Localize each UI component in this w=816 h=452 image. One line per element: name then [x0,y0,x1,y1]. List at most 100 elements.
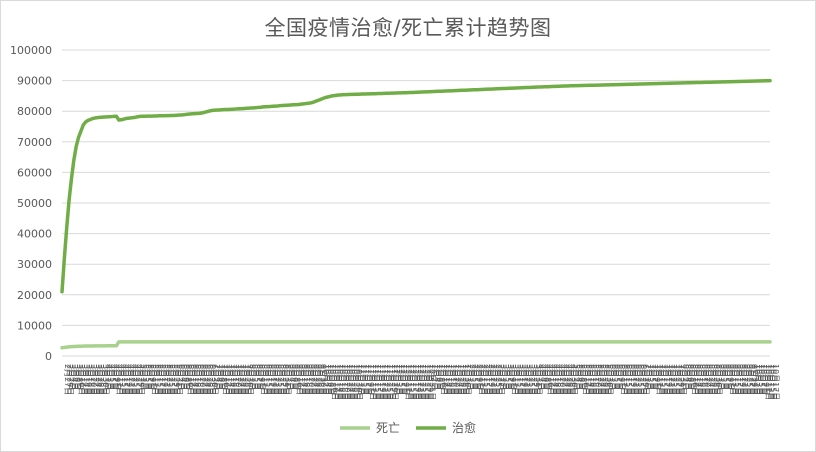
x-tick-label: 8月9日 [257,364,266,390]
x-tick-label: 3月2日 [68,364,77,390]
x-tick-label: 12月21日 [416,364,425,400]
x-tick-label: 9月17日 [735,364,744,395]
x-tick-label: 8月18日 [700,364,709,395]
x-tick-label: 6月22日 [200,364,209,395]
x-tick-label: 9月6日 [290,364,299,390]
x-tick-label: 10月10日 [331,364,340,400]
x-tick-label: 7月11日 [655,364,664,395]
x-tick-label: 9月11日 [728,364,737,395]
x-tick-label: 7月24日 [238,364,247,395]
x-tick-label: 2月29日 [65,364,74,395]
x-tick-label: 4月29日 [136,364,145,395]
x-tick-label: 10月24日 [347,364,356,400]
x-tick-label: 8月12日 [693,364,702,395]
x-tick-label: 10月2日 [321,364,330,395]
x-tick-label: 3月18日 [87,364,96,395]
x-tick-label: 12月23日 [418,364,427,400]
x-tick-label: 12月7日 [399,364,408,395]
x-tick-label: 4月7日 [110,364,119,390]
x-tick-label: 8月30日 [714,364,723,395]
x-tick-label: 3月26日 [96,364,105,395]
x-tick-label: 7月28日 [243,364,252,395]
x-tick-label: 10月12日 [333,364,342,400]
x-tick-label: 9月24日 [312,364,321,395]
x-tick-label: 9月30日 [319,364,328,395]
x-tick-label: 11月25日 [385,364,394,400]
x-tick-label: 10月17日 [771,364,780,400]
y-tick-label: 20000 [17,289,52,302]
x-tick-label: 12月17日 [411,364,420,400]
x-tick-label: 2月3日 [468,364,477,390]
x-tick-label: 7月6日 [217,364,226,390]
x-tick-label: 7月10日 [222,364,231,395]
x-tick-label: 6月13日 [622,364,631,395]
x-tick-label: 7月8日 [219,364,228,390]
gridlines [62,49,770,357]
x-tick-label: 7月9日 [653,364,662,390]
x-tick-label: 1月20日 [451,364,460,395]
legend-label: 治愈 [452,420,476,435]
x-tick-label: 4月17日 [122,364,131,395]
x-tick-label: 8月17日 [267,364,276,395]
x-tick-label: 8月29日 [281,364,290,395]
x-tick-label: 8月10日 [690,364,699,395]
x-tick-label: 10月5日 [757,364,766,395]
x-tick-label: 1月10日 [439,364,448,395]
x-tick-label: 8月7日 [255,364,264,390]
x-tick-label: 5月30日 [605,364,614,395]
x-tick-label: 1月2日 [430,364,439,390]
x-tick-label: 9月26日 [314,364,323,395]
x-tick-label: 5月28日 [603,364,612,395]
x-tick-label: 8月14日 [695,364,704,395]
x-tick-label: 9月27日 [747,364,756,395]
x-tick-label: 5月9日 [148,364,157,390]
x-tick-label: 3月30日 [101,364,110,395]
x-tick-label: 8月15日 [264,364,273,395]
x-tick-label: 2月17日 [484,364,493,395]
x-tick-label: 7月15日 [660,364,669,395]
x-tick-label: 7月25日 [672,364,681,395]
x-tick-label: 5月25日 [167,364,176,395]
x-tick-label: 4月25日 [132,364,141,395]
x-tick-label: 4月5日 [108,364,117,390]
x-tick-label: 7月20日 [233,364,242,395]
x-tick-label: 12月3日 [395,364,404,395]
x-tick-label: 9月4日 [288,364,297,390]
x-tick-label: 10月7日 [759,364,768,395]
x-tick-label: 7月1日 [643,364,652,390]
x-tick-label: 3月14日 [82,364,91,395]
x-tick-label: 2月21日 [489,364,498,395]
legend-label: 死亡 [376,421,400,435]
x-tick-label: 8月23日 [274,364,283,395]
x-tick-label: 9月1日 [717,364,726,390]
x-tick-label: 9月23日 [743,364,752,395]
y-tick-label: 90000 [17,75,52,88]
x-tick-label: 12月15日 [409,364,418,400]
x-tick-label: 11月19日 [378,364,387,400]
x-tick-label: 6月5日 [612,364,621,390]
x-tick-label: 4月30日 [570,364,579,395]
x-tick-label: 6月7日 [615,364,624,390]
series-line-death [60,340,772,350]
x-tick-label: 1月12日 [442,364,451,395]
x-tick-label: 3月12日 [80,364,89,395]
x-tick-label: 8月6日 [686,364,695,390]
x-tick-label: 4月10日 [546,364,555,395]
y-tick-label: 100000 [10,44,52,57]
x-tick-label: 10月14日 [335,364,344,400]
x-tick-label: 8月26日 [709,364,718,395]
x-tick-label: 3月15日 [515,364,524,395]
x-tick-label: 10月15日 [769,364,778,400]
x-tick-label: 1月24日 [456,364,465,395]
x-tick-label: 6月18日 [196,364,205,395]
x-tick-label: 7月7日 [650,364,659,390]
y-tick-label: 60000 [17,166,52,179]
y-tick-label: 50000 [17,197,52,210]
x-tick-label: 8月31日 [283,364,292,395]
x-tick-label: 10月3日 [754,364,763,395]
x-tick-label: 10月28日 [352,364,361,400]
x-tick-label: 7月4日 [215,364,224,390]
x-tick-label: 4月13日 [117,364,126,395]
x-tick-label: 9月21日 [740,364,749,395]
x-tick-label: 11月29日 [390,364,399,400]
